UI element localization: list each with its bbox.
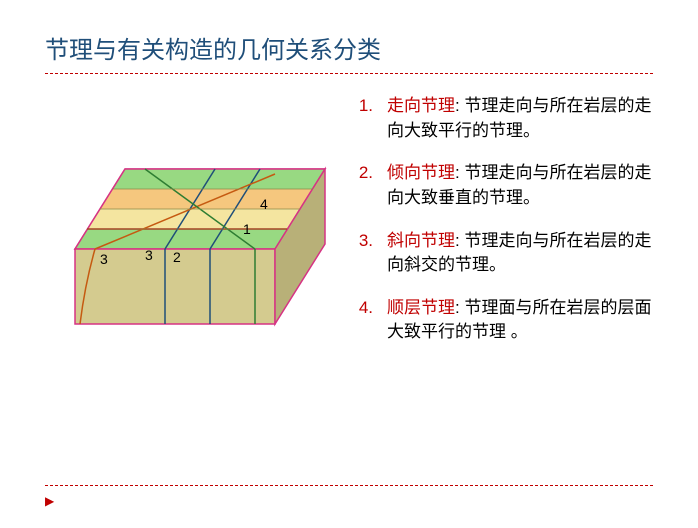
label-3b: 3 — [145, 247, 153, 263]
label-4: 4 — [260, 196, 268, 212]
layer-band-1 — [75, 229, 287, 249]
list-item: 3. 斜向节理: 节理走向与所在岩层的走向斜交的节理。 — [355, 229, 653, 278]
item-num: 4. — [355, 296, 373, 345]
list-item: 1. 走向节理: 节理走向与所在岩层的走向大致平行的节理。 — [355, 94, 653, 143]
divider-top — [45, 73, 653, 74]
item-body: 倾向节理: 节理走向与所在岩层的走向大致垂直的节理。 — [387, 161, 653, 210]
diagram-area: 1 2 3 3 4 — [45, 94, 335, 363]
layer-band-2 — [87, 209, 300, 229]
layer-band-4 — [113, 169, 325, 189]
list-item: 2. 倾向节理: 节理走向与所在岩层的走向大致垂直的节理。 — [355, 161, 653, 210]
layer-band-3 — [100, 189, 313, 209]
term: 走向节理 — [387, 96, 455, 115]
list-item: 4. 顺层节理: 节理面与所在岩层的层面大致平行的节理 。 — [355, 296, 653, 345]
label-3a: 3 — [100, 251, 108, 267]
term: 顺层节理 — [387, 298, 455, 317]
slide: 节理与有关构造的几何关系分类 — [0, 0, 698, 528]
item-body: 走向节理: 节理走向与所在岩层的走向大致平行的节理。 — [387, 94, 653, 143]
item-num: 1. — [355, 94, 373, 143]
item-body: 斜向节理: 节理走向与所在岩层的走向斜交的节理。 — [387, 229, 653, 278]
label-1: 1 — [243, 221, 251, 237]
label-2: 2 — [173, 249, 181, 265]
definitions-list: 1. 走向节理: 节理走向与所在岩层的走向大致平行的节理。 2. 倾向节理: 节… — [355, 94, 653, 363]
term: 斜向节理 — [387, 231, 455, 250]
item-num: 3. — [355, 229, 373, 278]
item-body: 顺层节理: 节理面与所在岩层的层面大致平行的节理 。 — [387, 296, 653, 345]
term: 倾向节理 — [387, 163, 455, 182]
slide-title: 节理与有关构造的几何关系分类 — [45, 30, 653, 65]
block-diagram: 1 2 3 3 4 — [45, 154, 335, 354]
footer-marker-icon: ▶ — [45, 494, 54, 508]
item-num: 2. — [355, 161, 373, 210]
divider-bottom — [45, 485, 653, 486]
content-row: 1 2 3 3 4 1. 走向节理: 节理走向与所在岩层的走向大致平行的节理。 … — [45, 94, 653, 363]
